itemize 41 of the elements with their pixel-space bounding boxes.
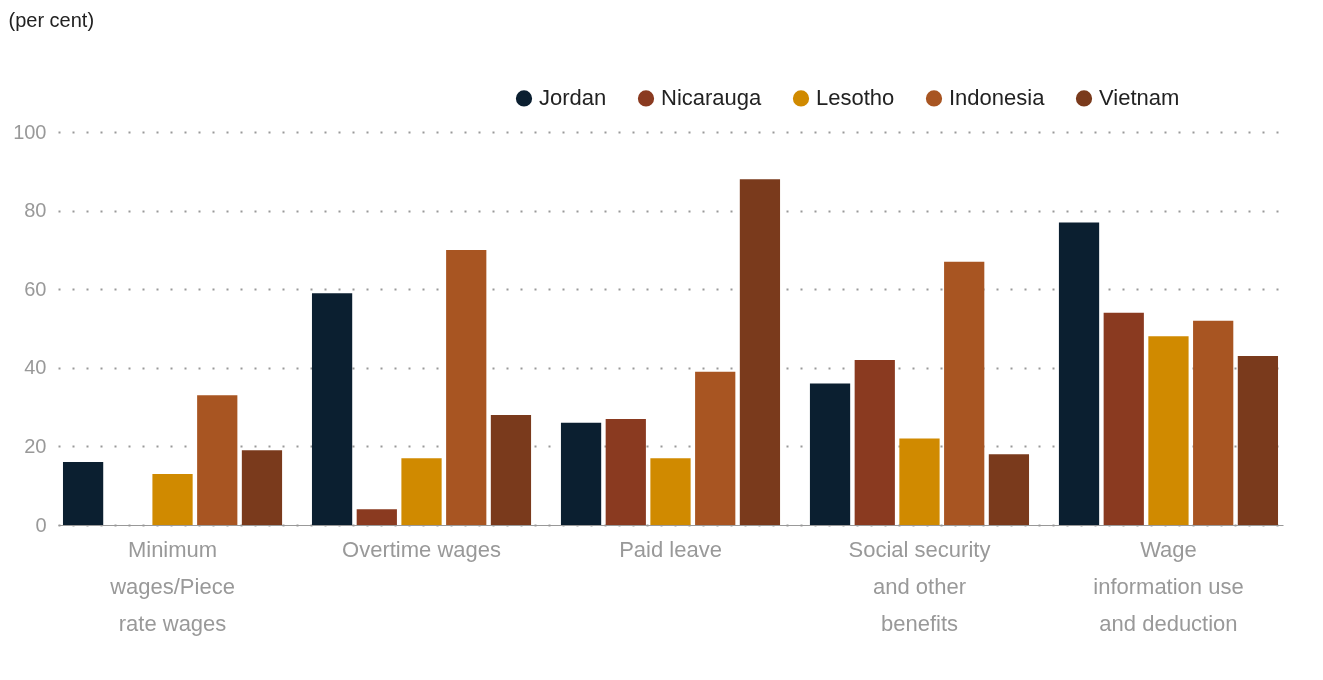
x-tick-label: Paid leave [619, 536, 722, 562]
bar [1193, 320, 1234, 525]
bar [650, 458, 691, 525]
bar [356, 509, 397, 525]
bar [944, 261, 985, 525]
bar [1148, 336, 1189, 525]
bar [739, 179, 781, 525]
bar [197, 395, 238, 525]
bar [311, 293, 353, 525]
legend-label: Indonesia [949, 85, 1046, 111]
legend-label: Vietnam [1099, 85, 1180, 111]
legend-label: Jordan [539, 85, 607, 111]
bar [446, 249, 487, 525]
y-tick-label: 80 [24, 199, 47, 222]
bar [490, 414, 532, 525]
bar [401, 458, 442, 525]
y-tick-label: 100 [13, 120, 47, 143]
x-tick-label: Wage information use and deduction [1093, 536, 1244, 636]
bar [560, 422, 602, 525]
legend-label: Lesotho [816, 85, 895, 111]
bar [152, 473, 193, 525]
x-tick-label: Overtime wages [342, 536, 501, 562]
bar [1058, 222, 1100, 525]
x-tick-label: Minimum wages/Piece rate wages [109, 536, 235, 636]
y-tick-label: 20 [24, 434, 47, 457]
y-tick-label: 0 [35, 513, 47, 536]
y-tick-label: 60 [24, 277, 47, 300]
bar [1237, 356, 1279, 525]
bar [695, 371, 736, 525]
y-tick-label: 40 [24, 356, 47, 379]
bar [899, 438, 940, 525]
legend-label: Nicarauga [661, 85, 763, 111]
bar [854, 359, 895, 525]
x-tick-label: Social security and other benefits [848, 536, 991, 636]
y-axis-title: (per cent) [8, 8, 95, 31]
bar [809, 383, 851, 525]
bar [1103, 312, 1144, 525]
bar [988, 454, 1030, 525]
bar [605, 418, 646, 525]
bar [62, 462, 104, 525]
bar [241, 450, 283, 525]
